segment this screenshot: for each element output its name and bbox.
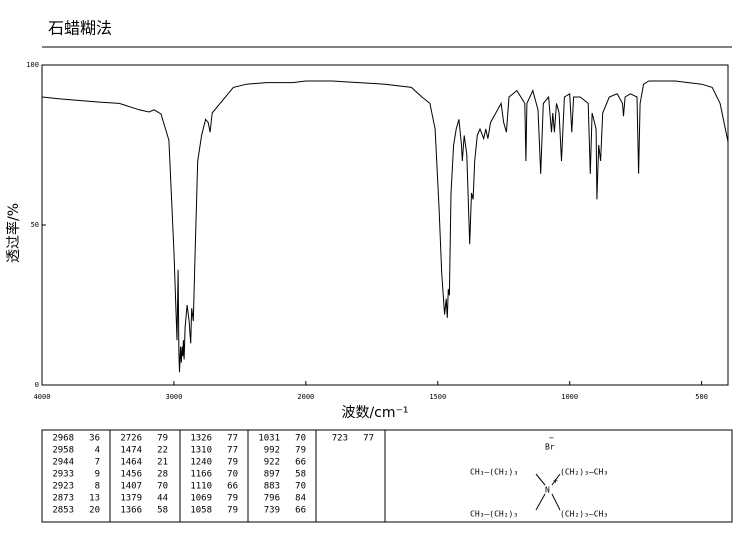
peak-transmittance: 36 bbox=[89, 434, 100, 444]
peak-wavenumber: 796 bbox=[264, 494, 280, 504]
peak-transmittance: 9 bbox=[95, 470, 100, 480]
peak-transmittance: 79 bbox=[227, 458, 238, 468]
y-tick-label: 50 bbox=[31, 221, 39, 229]
peak-transmittance: 58 bbox=[295, 470, 306, 480]
peak-wavenumber: 1031 bbox=[258, 434, 280, 444]
peak-transmittance: 70 bbox=[295, 434, 306, 444]
anion: Br bbox=[545, 443, 555, 452]
bond bbox=[535, 493, 546, 511]
peak-transmittance: 7 bbox=[95, 458, 100, 468]
y-tick-label: 100 bbox=[26, 61, 39, 69]
group: CH₃—(CH₂)₃ bbox=[470, 468, 518, 477]
plot-frame bbox=[41, 64, 729, 386]
peak-transmittance: 79 bbox=[157, 434, 168, 444]
peak-transmittance: 70 bbox=[227, 470, 238, 480]
peak-transmittance: 77 bbox=[363, 434, 374, 444]
peak-transmittance: 70 bbox=[295, 482, 306, 492]
peak-wavenumber: 2853 bbox=[52, 506, 74, 516]
x-tick-label: 2000 bbox=[297, 393, 314, 401]
y-tick-label: 0 bbox=[35, 381, 39, 389]
peak-wavenumber: 2958 bbox=[52, 446, 74, 456]
peak-wavenumber: 2968 bbox=[52, 434, 74, 444]
peak-transmittance: 84 bbox=[295, 494, 306, 504]
peak-transmittance: 70 bbox=[157, 482, 168, 492]
bond bbox=[551, 493, 561, 511]
peak-transmittance: 13 bbox=[89, 494, 100, 504]
peak-wavenumber: 1366 bbox=[120, 506, 142, 516]
peak-transmittance: 66 bbox=[227, 482, 238, 492]
peak-wavenumber: 1166 bbox=[190, 470, 212, 480]
peak-wavenumber: 2933 bbox=[52, 470, 74, 480]
x-tick-label: 4000 bbox=[34, 393, 51, 401]
peak-wavenumber: 2873 bbox=[52, 494, 74, 504]
peak-wavenumber: 1379 bbox=[120, 494, 142, 504]
table-frame bbox=[41, 429, 733, 523]
bond bbox=[535, 473, 546, 486]
x-axis-label: 波数/cm⁻¹ bbox=[341, 405, 408, 421]
anion-charge: − bbox=[549, 434, 554, 443]
peak-transmittance: 77 bbox=[227, 434, 238, 444]
peak-wavenumber: 1110 bbox=[190, 482, 212, 492]
peak-wavenumber: 1326 bbox=[190, 434, 212, 444]
x-tick-label: 500 bbox=[695, 393, 708, 401]
peak-transmittance: 20 bbox=[89, 506, 100, 516]
peak-wavenumber: 1240 bbox=[190, 458, 212, 468]
peak-transmittance: 79 bbox=[295, 446, 306, 456]
peak-wavenumber: 1474 bbox=[120, 446, 142, 456]
peak-wavenumber: 1069 bbox=[190, 494, 212, 504]
peak-wavenumber: 992 bbox=[264, 446, 280, 456]
structure: Br − N + CH₃—(CH₂)₃ (CH₂)₃—CH₃ CH₃—(CH₂)… bbox=[470, 434, 608, 519]
peak-wavenumber: 2726 bbox=[120, 434, 142, 444]
peak-transmittance: 22 bbox=[157, 446, 168, 456]
peak-wavenumber: 1058 bbox=[190, 506, 212, 516]
x-tick-label: 3000 bbox=[165, 393, 182, 401]
peak-wavenumber: 1407 bbox=[120, 482, 142, 492]
peak-wavenumber: 1464 bbox=[120, 458, 142, 468]
peak-transmittance: 21 bbox=[157, 458, 168, 468]
peak-wavenumber: 1456 bbox=[120, 470, 142, 480]
peak-wavenumber: 739 bbox=[264, 506, 280, 516]
bond bbox=[551, 473, 561, 486]
x-tick-label: 1000 bbox=[561, 393, 578, 401]
spectrum-line bbox=[41, 80, 729, 373]
peak-wavenumber: 922 bbox=[264, 458, 280, 468]
peak-transmittance: 28 bbox=[157, 470, 168, 480]
peak-transmittance: 44 bbox=[157, 494, 168, 504]
peak-transmittance: 77 bbox=[227, 446, 238, 456]
peak-transmittance: 79 bbox=[227, 494, 238, 504]
peak-transmittance: 4 bbox=[95, 446, 100, 456]
x-tick-label: 1500 bbox=[429, 393, 446, 401]
peak-transmittance: 66 bbox=[295, 458, 306, 468]
peak-transmittance: 79 bbox=[227, 506, 238, 516]
center-atom: N bbox=[545, 486, 550, 495]
peak-wavenumber: 883 bbox=[264, 482, 280, 492]
group: (CH₂)₃—CH₃ bbox=[560, 468, 608, 477]
peak-wavenumber: 2944 bbox=[52, 458, 74, 468]
peak-transmittance: 66 bbox=[295, 506, 306, 516]
peak-transmittance: 8 bbox=[95, 482, 100, 492]
peak-wavenumber: 2923 bbox=[52, 482, 74, 492]
y-axis-label: 透过率/% bbox=[5, 203, 22, 263]
chart-title: 石蜡糊法 bbox=[48, 19, 112, 38]
peak-transmittance: 58 bbox=[157, 506, 168, 516]
group: CH₃—(CH₂)₃ bbox=[470, 510, 518, 519]
peak-wavenumber: 723 bbox=[332, 434, 348, 444]
peak-wavenumber: 897 bbox=[264, 470, 280, 480]
group: (CH₂)₃—CH₃ bbox=[560, 510, 608, 519]
peak-wavenumber: 1310 bbox=[190, 446, 212, 456]
